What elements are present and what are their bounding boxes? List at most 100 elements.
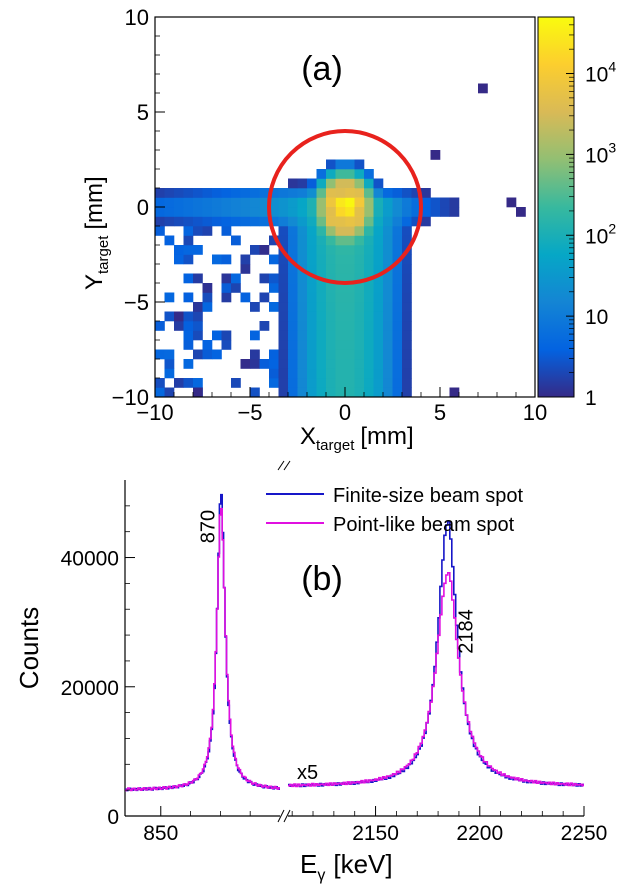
heatmap-cell-85 [316, 349, 327, 360]
heatmap-cell-15 [383, 387, 393, 397]
heatmap-cell-319 [202, 226, 213, 236]
heatmap-cell-453 [392, 188, 403, 198]
peak-labels: 870 2184 [197, 510, 477, 654]
heatmap-cell-404 [231, 197, 241, 208]
heatmap-cell-230 [278, 273, 289, 284]
heatmap-cell-301 [269, 235, 279, 246]
heatmap-cell-203 [383, 292, 393, 303]
heatmap-cell-300 [231, 235, 241, 246]
heatmap-cell-176 [316, 302, 327, 312]
heatmap-cell-4 [278, 387, 289, 397]
heatmap-cell-188 [202, 292, 213, 303]
heatmap-cell-146 [373, 321, 384, 331]
heatmap-cell-452 [383, 188, 393, 198]
heatmap-cell-362 [411, 216, 422, 227]
heatmap-cell-274 [364, 254, 374, 265]
heatmap-cell-82 [288, 349, 298, 360]
heatmap-cell-132 [174, 321, 184, 331]
y-tick-label-b-0: 0 [107, 806, 119, 829]
heatmap-cell-123 [335, 330, 346, 341]
heatmap-cell-390 [402, 207, 412, 217]
heatmap-cell-266 [288, 254, 298, 265]
x-tick-label-a-2: 0 [339, 400, 351, 425]
legend-label-point: Point-like beam spot [333, 514, 515, 536]
heatmap-cell-151 [174, 311, 184, 322]
heatmap-cell-129 [392, 330, 403, 341]
heatmap-cell-91 [373, 349, 384, 360]
heatmap-cell-451 [373, 188, 384, 198]
heatmap-cell-189 [221, 292, 232, 303]
heatmap-cell-214 [316, 283, 327, 293]
heatmap-cell-72 [392, 359, 403, 369]
heatmap-cell-225 [193, 273, 203, 284]
heatmap-cell-463 [345, 178, 355, 189]
heatmap-cell-13 [364, 387, 374, 397]
heatmap-cell-71 [383, 359, 393, 369]
colorbar-ticks: 1 10 102 103 104 [566, 16, 616, 410]
heatmap-cell-335 [155, 216, 165, 227]
heatmap-cell-153 [193, 311, 203, 322]
heatmap-cell-160 [335, 311, 346, 322]
panel-label-b: (b) [301, 560, 343, 598]
heatmap-cell-131 [155, 321, 165, 331]
x-tick-label-b-0: 850 [143, 822, 178, 845]
heatmap-cell-9 [326, 387, 336, 397]
heatmap-cell-88 [345, 349, 355, 360]
x-tick-label-b-2: 2200 [456, 822, 503, 845]
heatmap-cell-196 [316, 292, 327, 303]
heatmap-cell-141 [326, 321, 336, 331]
heatmap-cell-127 [373, 330, 384, 341]
heatmap-cell-24 [278, 378, 289, 388]
heatmap-cell-175 [307, 302, 317, 312]
heatmap-cell-465 [364, 178, 374, 189]
heatmap-cell-202 [373, 292, 384, 303]
heatmap-cell-429 [164, 188, 175, 198]
heatmap-cell-252 [345, 264, 355, 274]
heatmap-cell-137 [288, 321, 298, 331]
y-axis-title-a: Ytarget [mm] [81, 176, 112, 290]
heatmap-cell-273 [354, 254, 365, 265]
heatmap-cell-249 [316, 264, 327, 274]
heatmap-cell-278 [402, 254, 412, 265]
heatmap-cell-142 [335, 321, 346, 331]
heatmap-cell-66 [335, 359, 346, 369]
heatmap-cell-233 [307, 273, 317, 284]
heatmap-cell-158 [316, 311, 327, 322]
heatmap-cell-56 [240, 359, 251, 369]
heatmap-cell-26 [297, 378, 308, 388]
heatmap-cell-349 [288, 216, 298, 227]
heatmap-cell-183 [383, 302, 393, 312]
heatmap-cell-431 [183, 188, 194, 198]
heatmap-cell-413 [316, 197, 327, 208]
heatmap-cell-361 [402, 216, 412, 227]
heatmap-cell-96 [202, 340, 213, 350]
heatmap-cell-340 [202, 216, 213, 227]
heatmap-cell-482 [326, 197, 336, 208]
heatmap-cell-190 [240, 292, 251, 303]
heatmap-cell-100 [297, 340, 308, 350]
heatmap-cell-74 [155, 349, 165, 360]
heatmap-cell-368 [193, 207, 203, 217]
heatmap-cell-192 [278, 292, 289, 303]
legend: Finite-size beam spot Point-like beam sp… [266, 485, 524, 536]
heatmap-cell-444 [307, 188, 317, 198]
heatmap-cell-58 [259, 359, 270, 369]
heatmap-cell-97 [221, 340, 232, 350]
heatmap-cell-348 [278, 216, 289, 227]
heatmap-cell-341 [212, 216, 222, 227]
heatmap-cell-221 [383, 283, 393, 293]
heatmap-cell-288 [316, 245, 327, 255]
heatmap-cell-371 [221, 207, 232, 217]
heatmap-cell-307 [326, 235, 336, 246]
heatmap-cell-419 [373, 197, 384, 208]
heatmap-cell-379 [297, 207, 308, 217]
heatmap-cell-166 [392, 311, 403, 322]
spectrum-curves [125, 493, 584, 792]
heatmap-cell-125 [354, 330, 365, 341]
heatmap-cell-317 [183, 226, 194, 236]
heatmap-cell-320 [221, 226, 232, 236]
heatmap-cell-186 [164, 292, 175, 303]
heatmap-cell-181 [364, 302, 374, 312]
colorbar [538, 17, 574, 397]
heatmap-cell-18 [155, 378, 165, 388]
